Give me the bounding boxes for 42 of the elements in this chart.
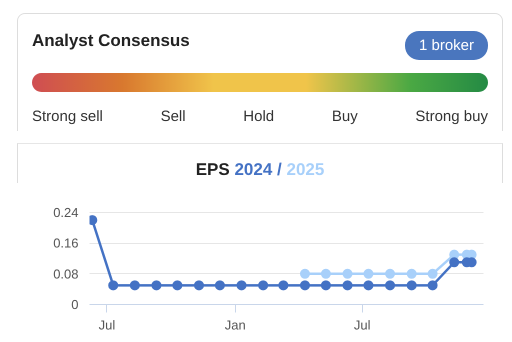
x-tick-label: Jul	[98, 318, 116, 332]
point	[363, 280, 374, 290]
point	[300, 280, 310, 290]
point	[258, 280, 268, 290]
text: Buy	[332, 107, 358, 127]
point	[363, 268, 374, 279]
point	[342, 280, 353, 290]
point	[236, 280, 247, 290]
chart-title: EPS	[196, 160, 230, 179]
point	[214, 280, 225, 290]
point	[428, 280, 438, 290]
point	[130, 280, 140, 290]
y-tick-label: 0.08	[53, 266, 79, 282]
point	[151, 280, 162, 290]
y-tick-label: 0	[71, 297, 79, 312]
point	[385, 280, 396, 290]
point	[172, 280, 182, 290]
point	[428, 268, 438, 279]
text: Sell	[160, 107, 186, 127]
x-tick-label: Jan	[224, 318, 246, 332]
x-tick-label: Jul	[354, 318, 371, 332]
text: Hold	[243, 107, 274, 127]
text: 1 broker	[404, 31, 488, 60]
text: Strong sell	[32, 107, 103, 127]
point	[194, 280, 204, 290]
point	[278, 280, 288, 290]
point	[449, 257, 460, 268]
point	[406, 268, 417, 279]
text: 2024	[234, 160, 272, 179]
point	[406, 280, 417, 290]
point	[108, 280, 118, 290]
point	[320, 280, 331, 290]
text: Analyst Consensus	[32, 30, 190, 52]
point	[385, 268, 396, 279]
text: 2025	[286, 160, 324, 179]
point	[342, 268, 353, 279]
text: /	[277, 160, 282, 179]
point	[300, 268, 310, 279]
y-tick-label: 0.24	[53, 204, 79, 220]
y-tick-label: 0.16	[53, 236, 79, 251]
point	[320, 268, 331, 279]
text: Strong buy	[415, 107, 488, 127]
